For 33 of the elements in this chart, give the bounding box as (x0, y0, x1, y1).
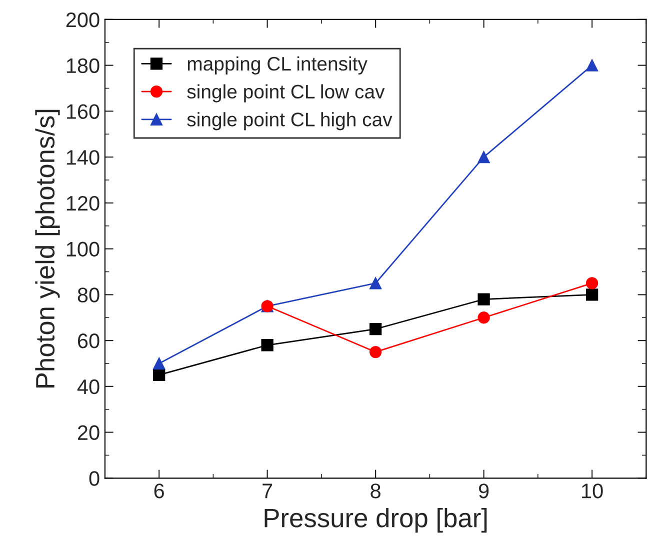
y-tick-label: 20 (78, 425, 100, 440)
point (369, 346, 382, 358)
y-tick-label: 60 (78, 334, 100, 348)
legend-label: mapping CL intensity (188, 56, 368, 75)
y-tick-label: 160 (66, 104, 100, 119)
legend-label: single point CL high cav (187, 112, 392, 130)
point (586, 277, 598, 290)
point (153, 368, 166, 382)
y-tick-label: 0 (89, 471, 100, 486)
point (478, 150, 490, 164)
point (478, 312, 490, 324)
y-tick-label: 120 (66, 196, 100, 211)
point (369, 277, 382, 290)
y-tick-label: 140 (66, 150, 100, 165)
point (586, 59, 598, 72)
y-tick-label: 200 (66, 12, 100, 28)
y-axis-title: Photon yield [photons/s] (35, 110, 60, 388)
x-tick-label: 10 (582, 484, 603, 498)
x-tick-label: 7 (262, 484, 272, 498)
point (153, 357, 166, 370)
y-tick-label: 40 (77, 379, 100, 394)
x-tick-label: 8 (370, 484, 380, 498)
point (586, 288, 598, 301)
y-tick-label: 80 (78, 288, 100, 302)
x-tick-label: 6 (154, 484, 164, 498)
point (478, 293, 490, 306)
legend-label: single point CL low cav (187, 84, 385, 102)
y-tick-label: 180 (66, 58, 100, 74)
x-axis-title: Pressure drop [bar] (264, 508, 487, 533)
point (369, 323, 382, 336)
y-tick-label: 100 (66, 242, 100, 257)
x-tick-label: 9 (478, 484, 489, 498)
point (261, 339, 274, 352)
